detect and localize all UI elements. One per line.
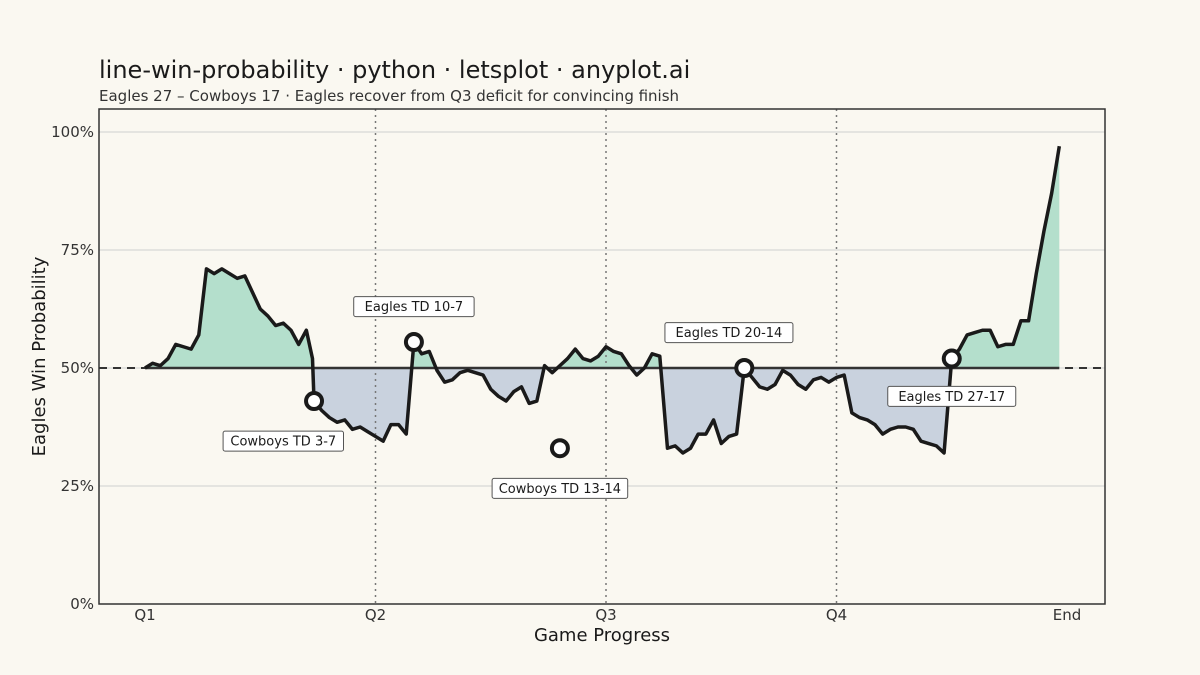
event-annotation: Eagles TD 10-7 [353,296,475,318]
event-annotation: Cowboys TD 3-7 [222,430,345,452]
y-tick-label: 0% [70,595,94,613]
plot-border [98,108,1106,605]
fill-layer [145,146,1060,453]
x-tick-label: Q1 [134,606,155,624]
tick-layer: Q1 Q2 Q3 Q4 End 0% 25% 50% 75% 100% [51,123,1081,624]
scoring-event-marker [403,332,424,353]
event-annotation: Eagles TD 20-14 [664,322,794,344]
annotation-label: Eagles TD 27-17 [898,390,1005,405]
event-annotation: Cowboys TD 13-14 [491,477,629,499]
annotation-box [222,430,345,452]
annotation-box [353,296,475,318]
x-axis-title: Game Progress [534,625,670,646]
annotation-box [491,477,629,499]
y-tick-label: 50% [61,359,94,377]
x-tick-label: Q2 [365,606,386,624]
annotation-label: Cowboys TD 3-7 [230,435,336,450]
scoring-event-marker [941,348,962,369]
annotation-label: Eagles TD 20-14 [676,326,783,341]
y-tick-label: 25% [61,477,94,495]
area-cowboys-ahead [145,368,1060,453]
event-layer: Cowboys TD 3-7 Eagles TD 10-7 Cowboys TD 1… [222,296,1017,499]
event-annotation: Eagles TD 27-17 [887,385,1017,407]
scoring-event-marker [549,438,570,459]
y-tick-label: 75% [61,241,94,259]
chart-title: line-win-probability · python · letsplot… [99,56,691,84]
annotation-box [887,385,1017,407]
scoring-event-marker [734,358,755,378]
quarter-lines [374,109,838,604]
annotation-box [664,322,794,344]
annotation-label: Eagles TD 10-7 [365,300,464,315]
chart-subtitle: Eagles 27 – Cowboys 17 · Eagles recover … [99,87,680,105]
scoring-event-marker [304,391,325,412]
x-tick-label: Q3 [595,606,616,624]
x-tick-label: Q4 [826,606,847,624]
line-layer [144,145,1062,455]
y-axis-title: Eagles Win Probability [29,256,50,456]
area-eagles-ahead [145,146,1060,368]
win-probability-line [144,145,1062,455]
x-tick-label: End [1053,606,1082,624]
y-tick-label: 100% [51,123,94,141]
annotation-label: Cowboys TD 13-14 [499,482,621,497]
